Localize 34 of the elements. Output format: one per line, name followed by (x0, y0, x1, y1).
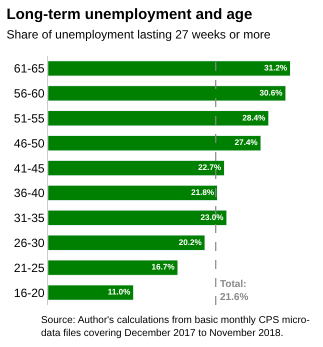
y-tick-label: 46-50 (14, 136, 45, 150)
bar (48, 110, 269, 126)
bar (48, 60, 290, 76)
y-tick-label: 31-35 (14, 211, 45, 226)
data-label: 11.0% (108, 288, 130, 297)
y-tick-label: 41-45 (14, 161, 45, 176)
chart-title: Long-term unemployment and age (6, 6, 252, 24)
bar (48, 284, 134, 300)
bar (48, 210, 227, 226)
data-label: 20.2% (178, 238, 202, 247)
data-label: 22.7% (198, 163, 222, 172)
bar (48, 135, 261, 151)
y-tick-label: 36-40 (14, 186, 45, 200)
bar (48, 235, 206, 250)
bar (48, 86, 286, 102)
y-tick-label: 51-55 (14, 111, 45, 126)
ref-line-label: Total: 21.6% (220, 279, 248, 303)
y-tick-label: 56-60 (14, 86, 45, 101)
y-tick-label: 16-20 (14, 286, 45, 300)
data-label: 21.8% (191, 188, 214, 197)
data-label: 27.4% (234, 138, 258, 148)
bar (48, 185, 218, 201)
y-tick-label: 61-65 (14, 62, 45, 76)
chart-subtitle: Share of unemployment lasting 27 weeks or more (6, 28, 271, 42)
data-label: 30.6% (259, 88, 282, 98)
source-note: Source: Author's calculations from basic monthly CPS micro- data files covering December 2017 to November 2018. (41, 315, 310, 339)
data-label: 28.4% (242, 113, 266, 122)
y-tick-label: 26-30 (14, 236, 45, 250)
data-label: 23.0% (200, 212, 224, 222)
data-label: 31.2% (264, 63, 288, 72)
data-label: 16.7% (152, 262, 175, 272)
bar (48, 260, 178, 276)
bar (48, 160, 224, 176)
y-tick-label: 21-25 (14, 260, 45, 275)
